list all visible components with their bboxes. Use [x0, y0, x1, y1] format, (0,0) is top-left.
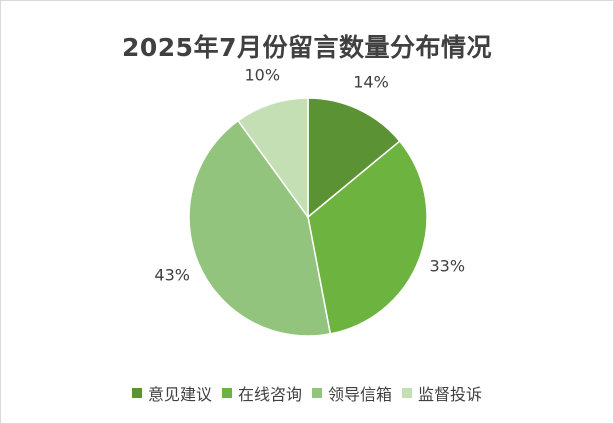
slice-online-consult	[307, 140, 428, 335]
legend-swatch-online-consult	[221, 388, 232, 398]
legend-label-leader-mailbox: 领导信箱	[328, 385, 393, 404]
legend-label-opinions: 意见建议	[147, 385, 212, 404]
label-opinions-pct: 14%	[353, 73, 389, 92]
legend-item-complaints: 监督投诉	[402, 381, 482, 405]
legend-swatch-complaints	[402, 388, 413, 398]
pie-chart: 14% 33% 43% 10%	[154, 66, 465, 337]
legend-item-online-consult: 在线咨询	[221, 381, 302, 405]
legend-label-online-consult: 在线咨询	[237, 385, 302, 404]
label-leader-mailbox-pct: 43%	[154, 265, 190, 284]
chart-title: 2025年7月份留言数量分布情况	[122, 33, 492, 62]
slice-opinions	[307, 97, 401, 219]
legend-item-leader-mailbox: 领导信箱	[312, 381, 392, 405]
legend-label-complaints: 监督投诉	[418, 385, 483, 404]
legend-swatch-leader-mailbox	[312, 388, 322, 398]
legend-item-opinions: 意见建议	[131, 381, 212, 405]
legend-swatch-opinions	[131, 388, 142, 398]
label-complaints-pct: 10%	[244, 66, 280, 85]
slice-leader-mailbox	[188, 119, 332, 337]
label-online-consult-pct: 33%	[429, 257, 465, 276]
slice-complaints	[237, 97, 309, 220]
legend: 意见建议 在线咨询 领导信箱 监督投诉	[1, 381, 613, 405]
